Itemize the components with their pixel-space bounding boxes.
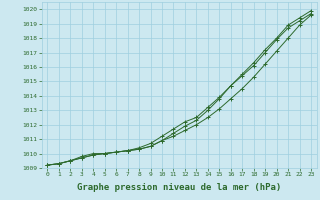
X-axis label: Graphe pression niveau de la mer (hPa): Graphe pression niveau de la mer (hPa) <box>77 183 281 192</box>
